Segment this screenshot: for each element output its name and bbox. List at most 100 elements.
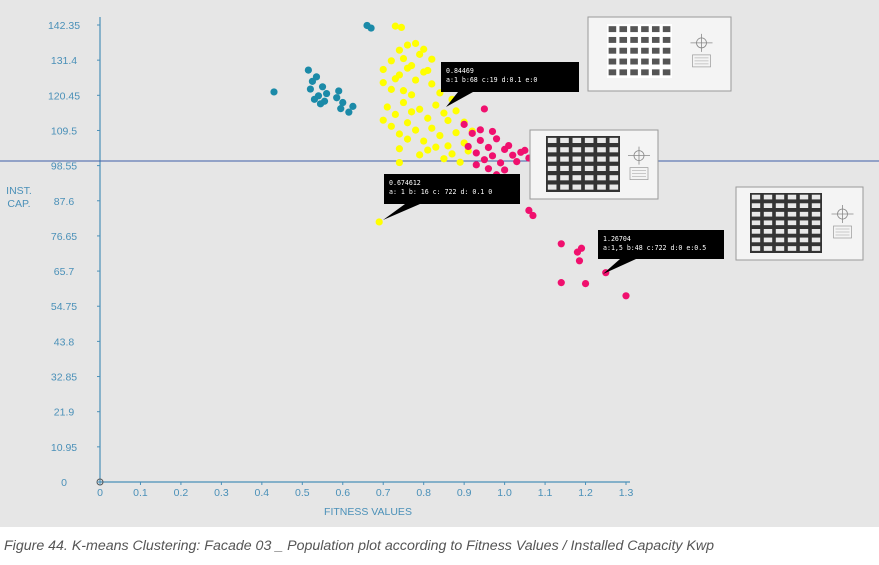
y-tick-label: 109.5 (51, 125, 77, 137)
facade-window (619, 36, 628, 43)
data-point (375, 218, 383, 226)
data-point (460, 120, 468, 128)
facade-window (763, 237, 773, 243)
data-point (509, 151, 517, 159)
facade-window (799, 211, 809, 217)
x-tick-label: 0.8 (416, 487, 431, 499)
facade-window (799, 194, 809, 200)
data-point (403, 135, 412, 143)
facade-window (619, 58, 628, 65)
facade-window (560, 137, 569, 143)
facade-window (662, 69, 671, 76)
facade-window (763, 220, 773, 226)
facade-window (751, 211, 761, 217)
facade-window (641, 69, 649, 76)
facade-window (609, 175, 619, 181)
data-point (322, 89, 331, 98)
data-points (270, 21, 630, 300)
data-point (379, 65, 387, 74)
facade-thumbnail (587, 16, 732, 92)
x-tick-label: 1.2 (578, 487, 593, 499)
x-tick-label: 0.6 (335, 487, 350, 499)
data-point (480, 156, 488, 164)
data-point (416, 50, 424, 58)
facade-window (751, 229, 761, 234)
facade-window (560, 175, 569, 181)
data-point (464, 142, 472, 151)
facade-window (763, 246, 773, 251)
data-point (622, 292, 630, 300)
data-point (428, 124, 436, 132)
facade-window (608, 47, 617, 54)
data-point (484, 165, 493, 173)
data-point (412, 39, 420, 48)
data-point (403, 119, 412, 127)
facade-window (608, 69, 617, 76)
facade-window (597, 184, 606, 190)
facade-thumbnail (735, 186, 864, 261)
data-point (456, 158, 464, 166)
facade-window (641, 26, 649, 33)
data-point (420, 137, 428, 145)
y-axis-label-line-1: INST. (6, 185, 32, 197)
data-point (452, 107, 460, 115)
x-tick-label: 1.0 (497, 487, 512, 499)
y-axis-label-line-2: CAP. (7, 198, 30, 210)
data-point (529, 211, 537, 220)
data-point (403, 41, 412, 49)
facade-window (751, 237, 761, 243)
facade-window (651, 47, 660, 54)
facade-thumbnails (529, 16, 864, 261)
x-tick-label: 0.2 (174, 487, 189, 499)
facade-window (787, 194, 797, 200)
facade-window (630, 26, 638, 33)
facade-window (775, 194, 785, 200)
data-point (407, 91, 416, 99)
facade-window (597, 156, 606, 162)
data-point (492, 135, 501, 143)
facade-window (547, 184, 557, 190)
data-point (345, 108, 353, 116)
x-tick-label: 0.9 (457, 487, 472, 499)
facade-window (811, 203, 821, 208)
facade-window (608, 58, 617, 65)
callout-tail (603, 259, 636, 274)
facade-window (775, 211, 785, 217)
facade-window (751, 194, 761, 200)
data-point (428, 80, 436, 88)
x-tick-label: 1.3 (619, 487, 634, 499)
data-point (391, 22, 399, 30)
data-point (391, 75, 399, 83)
data-point (399, 87, 408, 95)
facade-window (572, 147, 582, 153)
facade-window (609, 156, 619, 162)
data-point (428, 55, 436, 63)
facade-window (560, 156, 569, 162)
facade-window (775, 220, 785, 226)
data-point (387, 57, 395, 65)
y-tick-label: 120.45 (48, 90, 80, 102)
facade-window (775, 237, 785, 243)
y-tick-label: 76.65 (51, 231, 77, 243)
facade-window (787, 203, 797, 208)
facade-window (811, 237, 821, 243)
x-tick-label: 0.7 (376, 487, 391, 499)
axis-labels: FITNESS VALUES INST. CAP. (6, 185, 412, 518)
callout-box (384, 174, 520, 204)
callout-box (598, 230, 724, 259)
data-point (436, 131, 444, 140)
data-point (476, 136, 484, 145)
facade-window (572, 137, 582, 143)
data-point (387, 85, 395, 93)
data-point (557, 279, 565, 287)
facade-thumbnail (529, 129, 659, 200)
data-point (496, 159, 505, 167)
data-point (335, 87, 343, 95)
data-point (399, 54, 408, 63)
plot-panel: 0 10.95 21.9 32.85 43.8 54.75 65.7 76.65 87.6 98.… (0, 0, 879, 527)
y-tick-label: 98.55 (51, 161, 77, 173)
callout-value: 0.674612 (389, 179, 421, 187)
facade-window (799, 229, 809, 234)
